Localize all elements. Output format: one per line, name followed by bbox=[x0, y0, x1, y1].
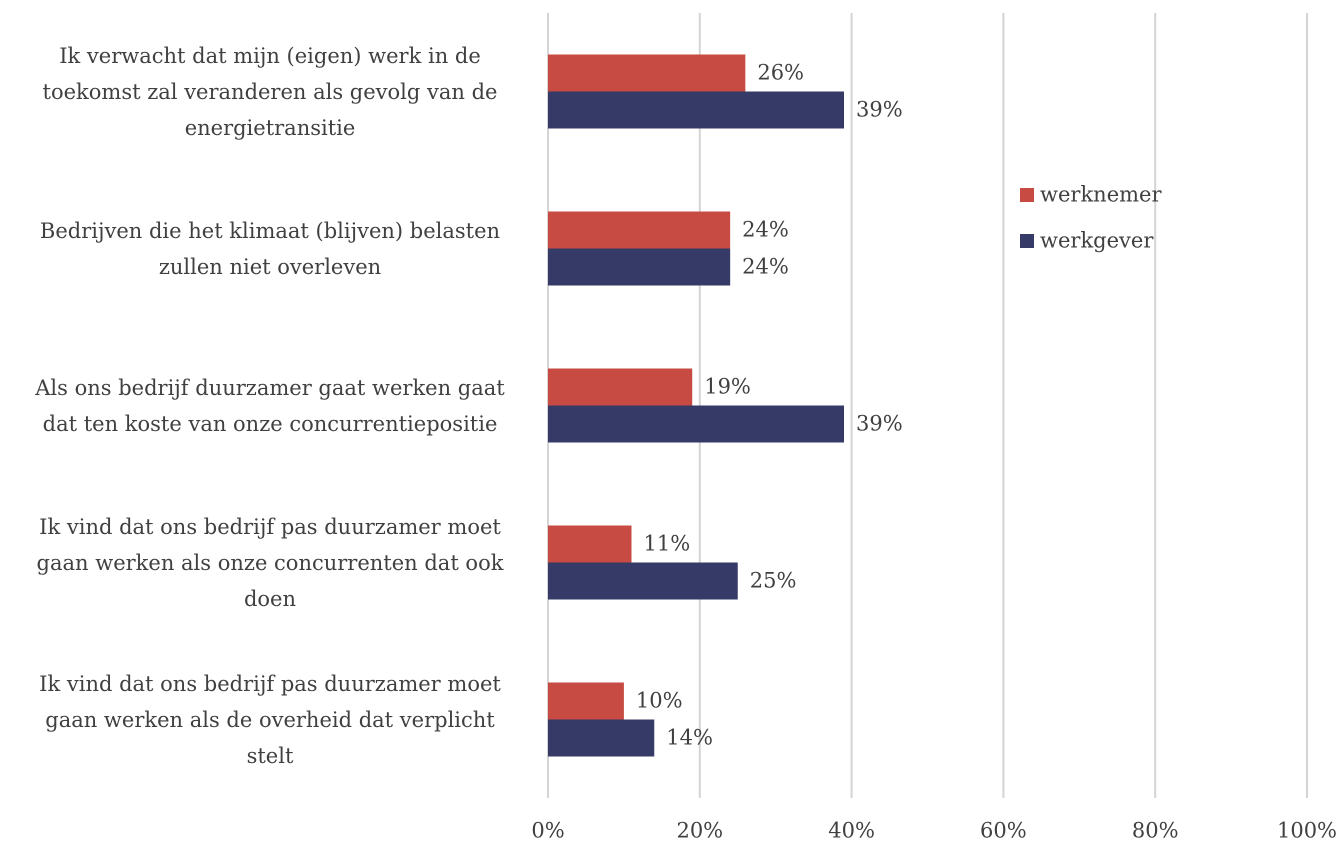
x-tick-label: 60% bbox=[980, 819, 1027, 841]
x-tick-label: 0% bbox=[531, 819, 564, 841]
data-label: 10% bbox=[636, 689, 683, 713]
data-label: 39% bbox=[856, 98, 903, 122]
category-label: Ik vind dat ons bedrijf pas duurzamer mo… bbox=[39, 671, 501, 768]
bar bbox=[548, 91, 845, 129]
category-label: Ik vind dat ons bedrijf pas duurzamer mo… bbox=[36, 514, 504, 611]
bar bbox=[548, 248, 731, 286]
data-label: 25% bbox=[750, 569, 797, 593]
bar bbox=[548, 368, 693, 406]
data-label: 24% bbox=[742, 255, 789, 279]
data-label: 11% bbox=[643, 532, 690, 556]
data-label: 26% bbox=[757, 61, 804, 85]
bar bbox=[548, 405, 845, 443]
bar bbox=[548, 719, 655, 757]
category-label: Als ons bedrijf duurzamer gaat werken ga… bbox=[35, 375, 505, 436]
bar bbox=[548, 525, 632, 563]
data-label: 39% bbox=[856, 412, 903, 436]
data-label: 19% bbox=[704, 375, 751, 399]
data-label: 24% bbox=[742, 218, 789, 242]
x-tick-label: 40% bbox=[828, 819, 875, 841]
bar bbox=[548, 682, 624, 720]
x-tick-label: 100% bbox=[1277, 819, 1337, 841]
legend-swatch bbox=[1020, 188, 1034, 202]
legend-label: werkgever bbox=[1040, 229, 1154, 253]
category-label: Ik verwacht dat mijn (eigen) werk in de … bbox=[42, 43, 498, 140]
x-tick-label: 20% bbox=[676, 819, 723, 841]
data-label: 14% bbox=[666, 726, 713, 750]
x-tick-label: 80% bbox=[1132, 819, 1179, 841]
bar bbox=[548, 211, 731, 249]
bar bbox=[548, 562, 738, 600]
bar bbox=[548, 54, 746, 92]
category-label: Bedrijven die het klimaat (blijven) bela… bbox=[39, 218, 501, 279]
legend-label: werknemer bbox=[1040, 183, 1162, 207]
legend-swatch bbox=[1020, 234, 1034, 248]
